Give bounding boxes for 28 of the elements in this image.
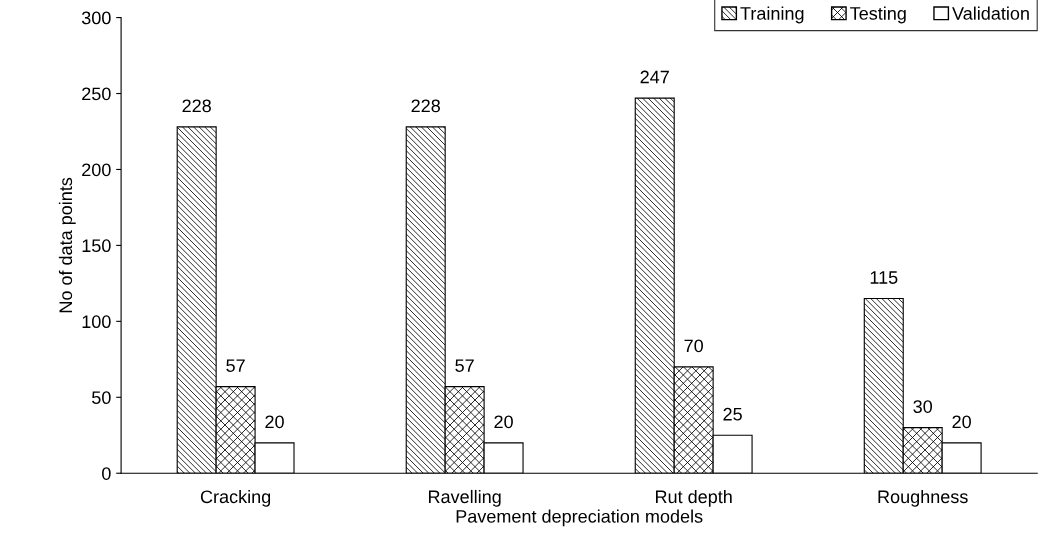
- legend-label: Testing: [850, 6, 906, 24]
- data-label: 30: [913, 400, 933, 413]
- y-tick-label: 100: [82, 315, 111, 329]
- y-tick-label: 250: [82, 87, 111, 101]
- data-label: 20: [952, 415, 971, 429]
- x-tick-label: Rut depth: [656, 489, 732, 507]
- data-label: 70: [684, 339, 703, 353]
- y-tick-label: 300: [81, 11, 111, 25]
- data-label: 20: [494, 415, 513, 429]
- data-label: 115: [870, 271, 898, 284]
- y-tick-label: 200: [82, 163, 111, 177]
- y-tick-label: 0: [102, 467, 111, 480]
- x-tick-label: Cracking: [200, 489, 271, 507]
- data-label: 228: [182, 99, 211, 113]
- data-label: 57: [226, 359, 245, 372]
- legend-label: Validation: [952, 6, 1029, 20]
- x-axis-title: Pavement depreciation models: [456, 509, 703, 527]
- y-tick-label: 150: [82, 239, 111, 253]
- x-tick-label: Roughness: [878, 489, 968, 507]
- data-label: 228: [411, 99, 440, 113]
- legend-label: Training: [740, 6, 804, 24]
- x-tick-label: Ravelling: [428, 489, 501, 507]
- data-label: 20: [265, 415, 284, 429]
- data-label: 247: [640, 70, 669, 84]
- y-tick-label: 50: [92, 391, 111, 405]
- data-label: 25: [723, 407, 742, 421]
- data-label: 57: [455, 359, 474, 372]
- y-axis-title: No of data points: [58, 177, 76, 313]
